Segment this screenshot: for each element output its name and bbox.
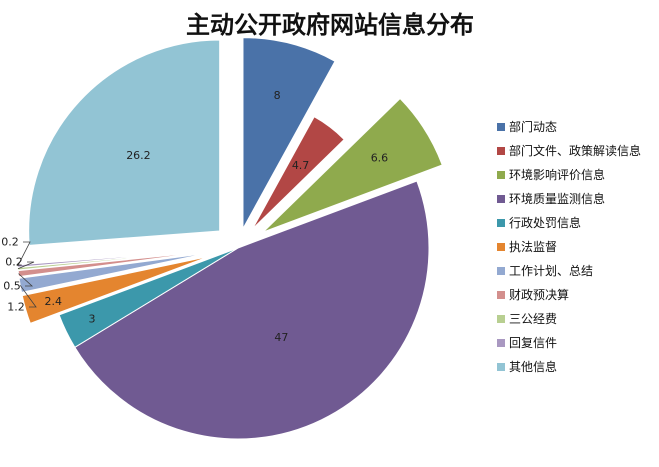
- leader-lines: [17, 241, 37, 308]
- legend-swatch: [497, 219, 505, 227]
- legend-label: 行政处罚信息: [509, 215, 581, 230]
- leader-line: [17, 261, 35, 270]
- legend-swatch: [497, 147, 505, 155]
- leader-line: [17, 241, 31, 267]
- pie-slice: [28, 39, 221, 246]
- pie-slice: [58, 247, 239, 348]
- pie-slice: [262, 97, 443, 233]
- legend-swatch: [497, 243, 505, 251]
- pie-slice: [74, 180, 430, 440]
- leader-line: [19, 285, 37, 308]
- legend-swatch: [497, 291, 505, 299]
- legend-swatch: [497, 123, 505, 131]
- legend-swatch: [497, 267, 505, 275]
- legend-swatch: [497, 171, 505, 179]
- legend-label: 环境影响评价信息: [509, 167, 605, 182]
- data-label: 1.2: [7, 301, 25, 314]
- legend-label: 部门文件、政策解读信息: [509, 143, 641, 158]
- data-label: 3: [88, 312, 95, 325]
- data-label: 0.2: [1, 236, 19, 249]
- legend-label: 财政预决算: [509, 287, 569, 302]
- legend-swatch: [497, 195, 505, 203]
- legend-swatch: [497, 363, 505, 371]
- legend-label: 环境质量监测信息: [509, 191, 605, 206]
- legend-label: 回复信件: [509, 336, 557, 350]
- data-label: 8: [274, 89, 281, 102]
- legend-label: 其他信息: [509, 359, 557, 374]
- data-labels: 8 4.7 6.6 47 3 2.4 1.2 0.5 0.2 0.2 26.2: [1, 89, 388, 344]
- data-label: 2.4: [45, 295, 63, 308]
- data-label: 47: [274, 331, 288, 344]
- data-label: 4.7: [292, 159, 310, 172]
- pie-slice: [17, 250, 209, 278]
- pie-slice: [21, 255, 210, 324]
- pie-slices: [17, 37, 443, 440]
- pie-slice: [242, 37, 336, 229]
- pie-slice: [252, 116, 345, 230]
- legend-swatch: [497, 315, 505, 323]
- chart-title: 主动公开政府网站信息分布: [186, 10, 474, 39]
- legend-label: 部门动态: [509, 119, 557, 134]
- legend-label: 执法监督: [509, 239, 557, 254]
- legend-label: 三公经费: [509, 312, 557, 326]
- legend-swatch: [497, 339, 505, 347]
- data-label: 26.2: [126, 149, 151, 162]
- legend: 部门动态部门文件、政策解读信息环境影响评价信息环境质量监测信息行政处罚信息执法监…: [497, 119, 641, 374]
- leader-line: [18, 273, 34, 287]
- data-label: 0.2: [5, 256, 23, 269]
- data-label: 6.6: [371, 152, 389, 165]
- data-label: 0.5: [3, 280, 21, 293]
- legend-label: 工作计划、总结: [509, 264, 593, 278]
